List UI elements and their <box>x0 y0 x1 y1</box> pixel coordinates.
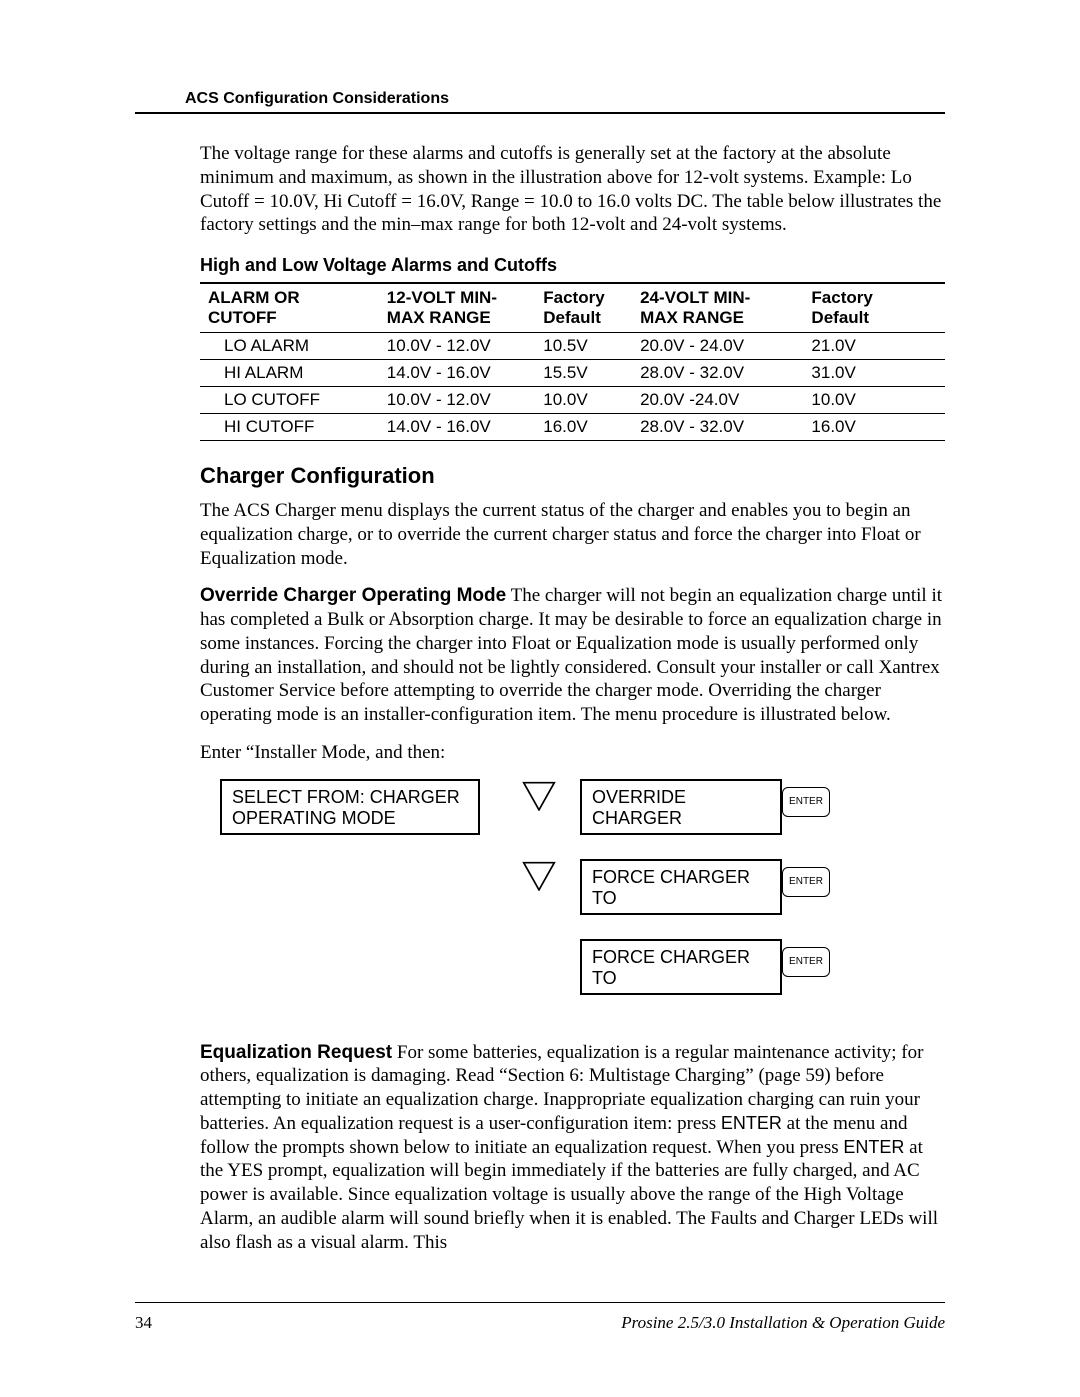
override-paragraph: Override Charger Operating Mode The char… <box>200 584 945 727</box>
enter-installer-line: Enter “Installer Mode, and then: <box>200 741 945 765</box>
enter-key-text: ENTER <box>721 1113 782 1133</box>
section-heading: Charger Configuration <box>200 463 945 489</box>
table-cell: 10.5V <box>535 333 632 360</box>
enter-key-text: ENTER <box>843 1137 904 1157</box>
table-cell: 10.0V - 12.0V <box>379 333 535 360</box>
running-header: ACS Configuration Considerations <box>185 90 945 108</box>
table-row: HI ALARM14.0V - 16.0V15.5V28.0V - 32.0V3… <box>200 360 945 387</box>
page-number: 34 <box>135 1313 152 1333</box>
table-cell: 14.0V - 16.0V <box>379 414 535 441</box>
table-cell: 16.0V <box>803 414 945 441</box>
doc-title: Prosine 2.5/3.0 Installation & Operation… <box>621 1313 945 1333</box>
header-rule <box>135 112 945 114</box>
equalization-paragraph: Equalization Request For some batteries,… <box>200 1041 945 1255</box>
table-cell: 28.0V - 32.0V <box>632 414 803 441</box>
enter-key-icon: ENTER <box>782 867 830 897</box>
table-cell: 20.0V -24.0V <box>632 387 803 414</box>
table-caption: High and Low Voltage Alarms and Cutoffs <box>200 255 945 276</box>
table-cell: 15.5V <box>535 360 632 387</box>
table-cell: 31.0V <box>803 360 945 387</box>
col-header: 24-VOLT MIN- MAX RANGE <box>632 283 803 333</box>
flow-box-override: OVERRIDE CHARGER OPERATING MODE <box>580 779 782 835</box>
col-header: ALARM OR CUTOFF <box>200 283 379 333</box>
table-cell: 10.0V <box>803 387 945 414</box>
col-header: Factory Default <box>803 283 945 333</box>
eq-runin: Equalization Request <box>200 1042 392 1063</box>
footer-rule <box>135 1302 945 1303</box>
table-cell: 16.0V <box>535 414 632 441</box>
table-cell: 10.0V - 12.0V <box>379 387 535 414</box>
flow-box-float: FORCE CHARGER TO FLOAT CHARGE <box>580 859 782 915</box>
alarms-table: ALARM OR CUTOFF 12-VOLT MIN- MAX RANGE F… <box>200 282 945 441</box>
table-row: LO ALARM10.0V - 12.0V10.5V20.0V - 24.0V2… <box>200 333 945 360</box>
table-cell: 20.0V - 24.0V <box>632 333 803 360</box>
table-cell: 21.0V <box>803 333 945 360</box>
page-footer: 34 Prosine 2.5/3.0 Installation & Operat… <box>135 1302 945 1333</box>
menu-flowchart: SELECT FROM: CHARGER OPERATING MODE OVER… <box>200 779 945 1019</box>
table-cell: HI CUTOFF <box>200 414 379 441</box>
col-header: Factory Default <box>535 283 632 333</box>
enter-key-icon: ENTER <box>782 947 830 977</box>
table-cell: HI ALARM <box>200 360 379 387</box>
table-cell: 28.0V - 32.0V <box>632 360 803 387</box>
intro-paragraph: The voltage range for these alarms and c… <box>200 142 945 237</box>
flow-box-select: SELECT FROM: CHARGER OPERATING MODE <box>220 779 480 835</box>
enter-key-icon: ENTER <box>782 787 830 817</box>
table-cell: LO CUTOFF <box>200 387 379 414</box>
table-cell: 14.0V - 16.0V <box>379 360 535 387</box>
override-runin: Override Charger Operating Mode <box>200 585 506 606</box>
down-arrow-icon <box>522 781 556 812</box>
down-arrow-icon <box>522 861 556 892</box>
charger-para-1: The ACS Charger menu displays the curren… <box>200 499 945 570</box>
col-header: 12-VOLT MIN- MAX RANGE <box>379 283 535 333</box>
table-row: HI CUTOFF14.0V - 16.0V16.0V28.0V - 32.0V… <box>200 414 945 441</box>
flow-box-equalize: FORCE CHARGER TO EQUALIZE CHARGE <box>580 939 782 995</box>
table-row: LO CUTOFF10.0V - 12.0V10.0V20.0V -24.0V1… <box>200 387 945 414</box>
table-cell: 10.0V <box>535 387 632 414</box>
table-cell: LO ALARM <box>200 333 379 360</box>
table-header-row: ALARM OR CUTOFF 12-VOLT MIN- MAX RANGE F… <box>200 283 945 333</box>
